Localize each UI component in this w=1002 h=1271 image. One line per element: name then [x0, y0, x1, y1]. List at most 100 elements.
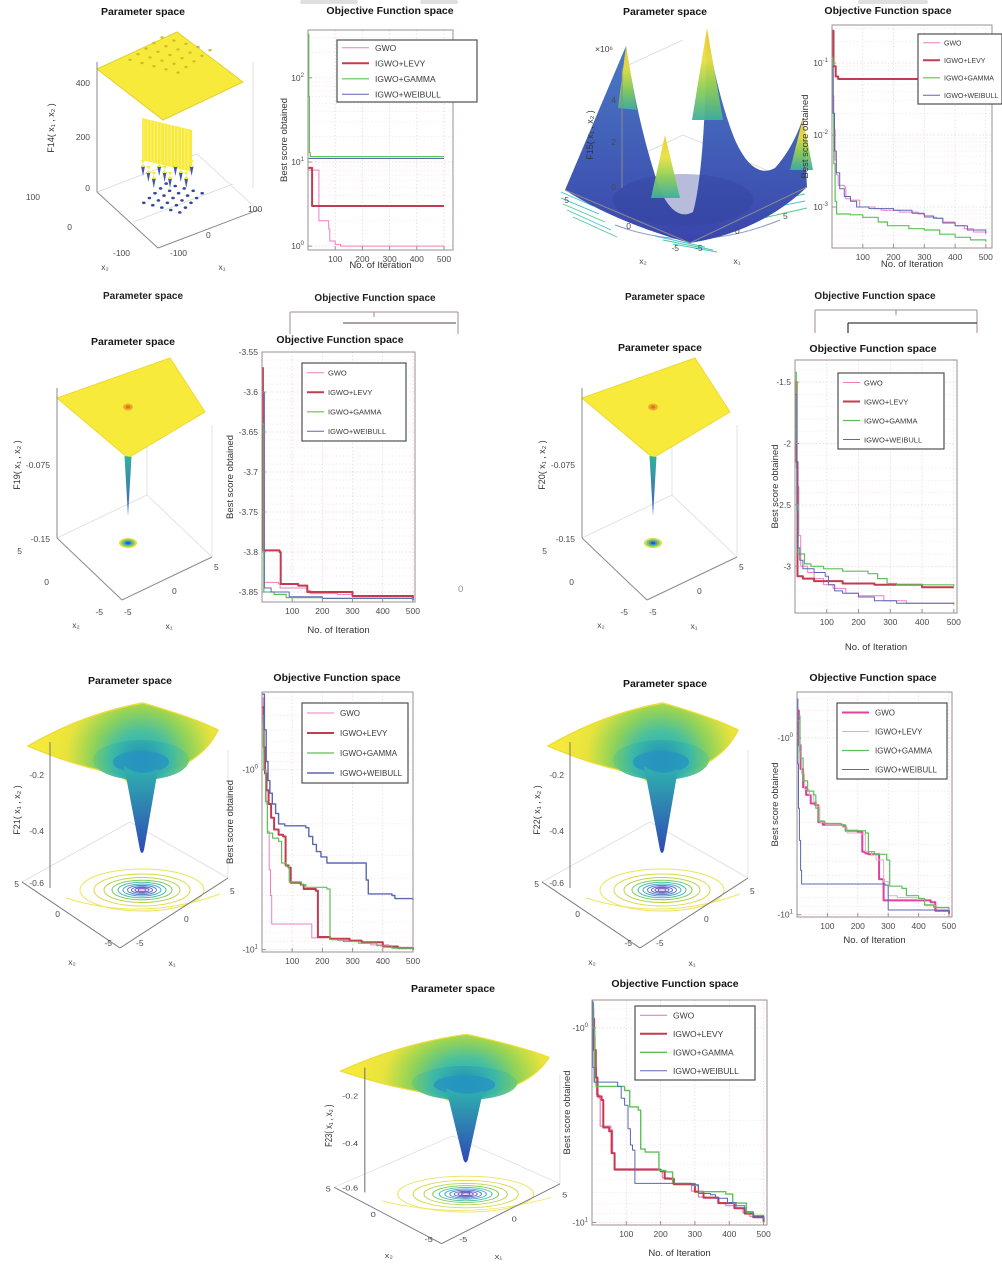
svg-text:IGWO+LEVY: IGWO+LEVY	[864, 397, 908, 406]
f21-objective-space-panel: Objective Function space 100 200 300 400 500…	[225, 650, 465, 975]
svg-text:-5: -5	[104, 938, 112, 948]
svg-text:300: 300	[881, 921, 895, 931]
convergence-series-IGWO+WEIBULL	[797, 698, 950, 913]
floor-contour-blob	[644, 538, 662, 548]
svg-text:IGWO+WEIBULL: IGWO+WEIBULL	[375, 90, 441, 100]
x-axis-label: No. of Iteration	[845, 642, 907, 653]
svg-text:-101: -101	[777, 910, 793, 920]
svg-text:-100: -100	[113, 248, 130, 258]
svg-text:x₁: x₁	[690, 621, 697, 631]
y-axis-label: Best score obtained	[225, 780, 236, 864]
svg-text:0: 0	[172, 586, 177, 596]
svg-text:-0.4: -0.4	[549, 826, 564, 836]
svg-text:100: 100	[619, 1229, 633, 1239]
f15-surface-3d-plot: ×10⁶ 4 2 0 F15( x₁ , x₂ ) 5 0 -5 -5 0 5 x₂ x₁	[560, 28, 813, 266]
convergence-series-GWO	[308, 169, 444, 247]
svg-text:-3: -3	[783, 561, 791, 571]
svg-text:-0.4: -0.4	[29, 826, 44, 836]
svg-text:IGWO+GAMMA: IGWO+GAMMA	[328, 408, 382, 417]
axes	[333, 1067, 561, 1245]
svg-text:0: 0	[569, 577, 574, 587]
cropped-objective-space-title-left: Objective Function space	[314, 293, 436, 304]
f15-objective-space-panel: Objective Function space 100 200 300 400 500…	[800, 0, 1002, 285]
axes	[56, 388, 213, 601]
svg-text:300: 300	[345, 606, 359, 616]
convergence-series-IGWO+LEVY	[262, 706, 414, 950]
f14-surface-3d-plot: 400 200 0 F14( x₁ , x₂ ) 100 0 -100 -100 0 100 x₂ x…	[26, 31, 262, 272]
svg-text:-0.4: -0.4	[342, 1139, 358, 1148]
f23-surface-3d-plot: -0.2 -0.4 -0.6 F23( x₁ , x₂ ) 5 0 -5 -5 0 5 x₂ x₁	[323, 1033, 568, 1261]
x-axis-label: No. of Iteration	[307, 625, 369, 636]
svg-text:-5: -5	[695, 243, 703, 253]
svg-text:GWO: GWO	[340, 709, 360, 718]
svg-text:IGWO+LEVY: IGWO+LEVY	[875, 728, 923, 737]
svg-text:x₂: x₂	[639, 256, 647, 266]
svg-text:0: 0	[44, 577, 49, 587]
svg-text:10-1: 10-1	[813, 58, 828, 68]
legend: GWO IGWO+LEVY IGWO+GAMMA IGWO+WEIBULL	[301, 702, 409, 784]
svg-text:5: 5	[750, 886, 755, 896]
svg-text:200: 200	[654, 1229, 668, 1239]
svg-text:IGWO+GAMMA: IGWO+GAMMA	[875, 747, 933, 756]
legend: GWO IGWO+LEVY IGWO+GAMMA IGWO+WEIBULL	[301, 362, 407, 442]
svg-text:500: 500	[942, 921, 956, 931]
f21-convergence-chart: 100 200 300 400 500 -100 -101 Best score obtain…	[225, 691, 420, 966]
minima-dots	[142, 182, 204, 214]
axes: 100 200 300 400 500 -100 -101 Best score obtain…	[770, 691, 956, 946]
axes: 100 200 300 400 500 -3.55 -3.6 -3.65 -3.7 -3.75 -3…	[225, 347, 420, 636]
svg-text:GWO: GWO	[375, 43, 397, 53]
svg-text:5: 5	[564, 195, 569, 205]
x-axis-label: No. of Iteration	[843, 935, 905, 946]
svg-text:100: 100	[285, 956, 299, 966]
cropped-text-remnant	[858, 0, 928, 4]
plane-hole-grid	[128, 36, 212, 74]
svg-text:10-3: 10-3	[813, 202, 828, 212]
f20-parameter-space-title: Parameter space	[617, 342, 703, 354]
svg-text:0: 0	[67, 222, 72, 232]
svg-text:300: 300	[383, 254, 397, 264]
convergence-series-IGWO+WEIBULL	[795, 393, 955, 605]
svg-text:-101: -101	[242, 945, 258, 955]
f22-objective-space-title: Objective Function space	[809, 672, 937, 684]
svg-text:0: 0	[55, 909, 60, 919]
svg-text:IGWO+GAMMA: IGWO+GAMMA	[375, 74, 436, 84]
y-axis-label: Best score obtained	[800, 95, 811, 179]
spike-tips	[141, 160, 194, 188]
svg-text:-0.2: -0.2	[549, 770, 564, 780]
f20-surface-3d-plot: -0.075 -0.15 F20( x₁ , x₂ ) 5 0 -5 -5 0 5 x₂ x₁	[537, 357, 744, 631]
legend: GWO IGWO+LEVY IGWO+GAMMA IGWO+WEIBULL	[917, 33, 1002, 105]
svg-text:0: 0	[704, 914, 709, 924]
f19-parameter-space-title: Parameter space	[90, 336, 176, 348]
floor-contour-rings	[585, 868, 741, 912]
svg-text:400: 400	[915, 617, 929, 627]
svg-text:0: 0	[371, 1210, 377, 1219]
z-axis-label: F22( x₁ , x₂ )	[532, 785, 542, 835]
legend: GWO IGWO+LEVY IGWO+GAMMA IGWO+WEIBULL	[634, 1005, 756, 1081]
svg-text:x₁: x₁	[165, 621, 172, 631]
svg-text:x₂: x₂	[597, 620, 605, 630]
floor-contour-hatches	[560, 187, 808, 253]
svg-text:GWO: GWO	[864, 378, 883, 387]
svg-text:400: 400	[948, 252, 962, 262]
svg-text:IGWO+LEVY: IGWO+LEVY	[328, 388, 372, 397]
funnel-cone	[124, 766, 158, 853]
svg-text:4: 4	[611, 95, 616, 105]
svg-text:100: 100	[291, 241, 304, 251]
floor-contour-rings	[65, 868, 221, 912]
svg-text:102: 102	[291, 73, 304, 83]
f20-convergence-chart: 100 200 300 400 500 -1.5 -2 -2.5 -3 Best score ob…	[770, 359, 961, 653]
svg-text:5: 5	[14, 879, 19, 889]
floor-contour-rings	[382, 1175, 552, 1213]
convergence-series-IGWO+GAMMA	[308, 33, 444, 158]
convergence-series-IGWO+GAMMA	[262, 714, 414, 950]
f14-objective-space-title: Objective Function space	[326, 5, 454, 17]
svg-text:IGWO+LEVY: IGWO+LEVY	[340, 729, 388, 738]
f21-surface-3d-plot: -0.2 -0.4 -0.6 F21( x₁ , x₂ ) 5 0 -5 -5 0 5 x₂ x₁	[12, 702, 235, 968]
svg-text:300: 300	[883, 617, 897, 627]
f14-parameter-space-panel: Parameter space 400 200 0 F14( x₁ , x₂ ) 100…	[10, 0, 270, 285]
cropped-parameter-space-title-right: Parameter space	[624, 292, 706, 303]
svg-text:IGWO+WEIBULL: IGWO+WEIBULL	[328, 427, 386, 436]
svg-text:-3.55: -3.55	[239, 347, 259, 357]
svg-text:400: 400	[912, 921, 926, 931]
